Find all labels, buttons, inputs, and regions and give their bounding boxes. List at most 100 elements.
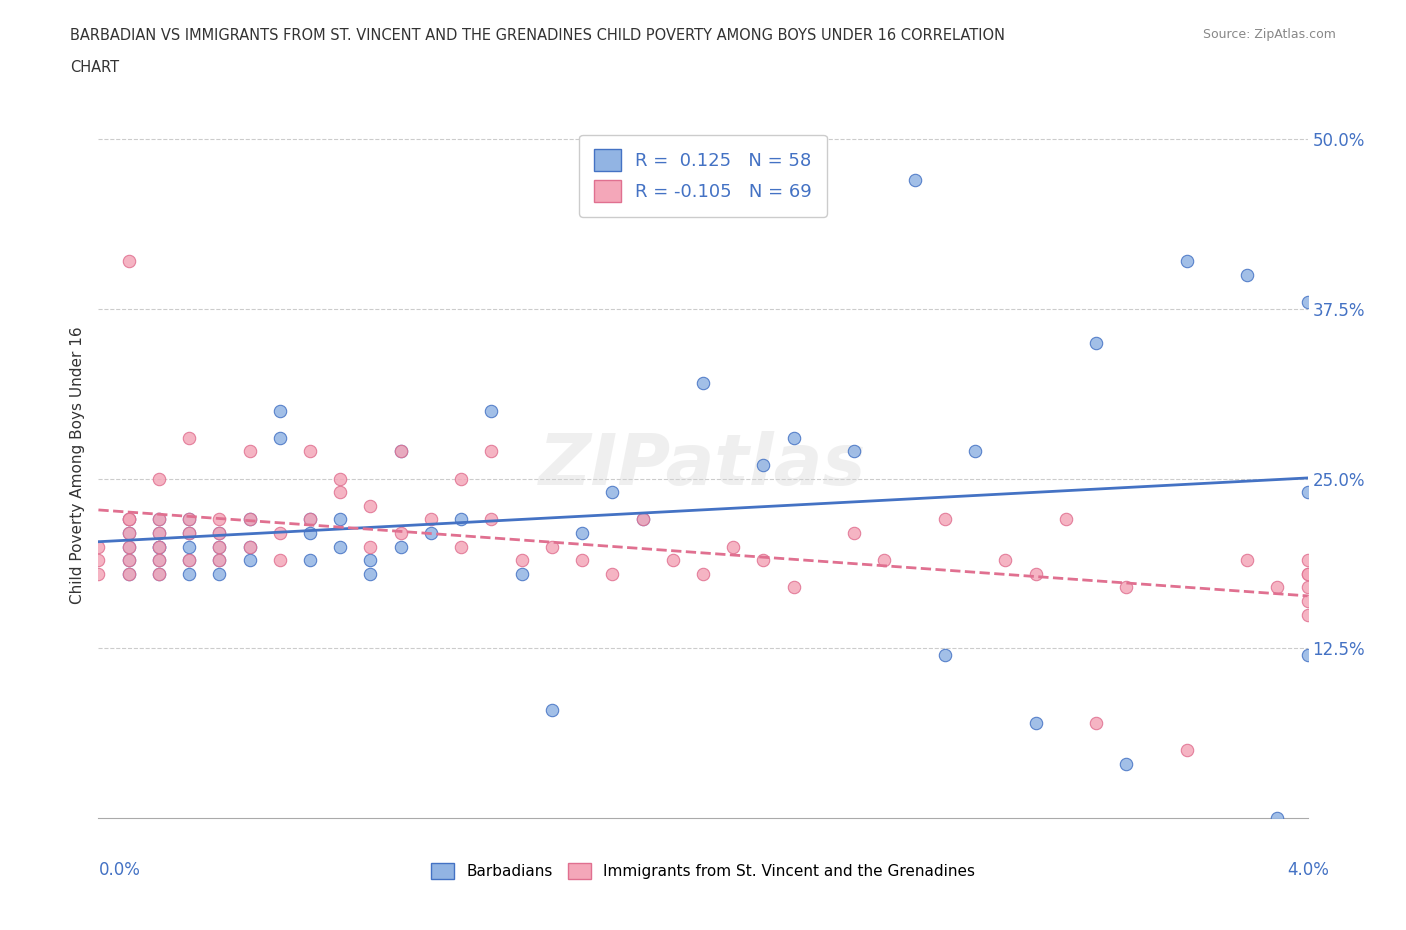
Point bbox=[571, 525, 593, 540]
Point bbox=[723, 539, 745, 554]
Point bbox=[965, 444, 987, 458]
Point bbox=[1296, 485, 1319, 499]
Text: Source: ZipAtlas.com: Source: ZipAtlas.com bbox=[1202, 28, 1336, 41]
Point bbox=[269, 431, 291, 445]
Point bbox=[481, 444, 503, 458]
Point bbox=[873, 552, 896, 567]
Point bbox=[904, 172, 927, 187]
Point bbox=[118, 525, 141, 540]
Point bbox=[844, 525, 866, 540]
Point bbox=[1054, 512, 1077, 526]
Point bbox=[420, 525, 443, 540]
Point bbox=[602, 485, 624, 499]
Point bbox=[481, 512, 503, 526]
Point bbox=[360, 539, 382, 554]
Point bbox=[510, 566, 533, 581]
Point bbox=[389, 444, 412, 458]
Point bbox=[179, 525, 201, 540]
Point bbox=[1296, 648, 1319, 663]
Point bbox=[179, 539, 201, 554]
Point bbox=[692, 376, 714, 391]
Point bbox=[692, 566, 714, 581]
Point bbox=[1115, 580, 1137, 595]
Point bbox=[179, 525, 201, 540]
Point bbox=[1175, 254, 1198, 269]
Point bbox=[783, 580, 806, 595]
Point bbox=[994, 552, 1017, 567]
Point bbox=[118, 512, 141, 526]
Legend: R =  0.125   N = 58, R = -0.105   N = 69: R = 0.125 N = 58, R = -0.105 N = 69 bbox=[579, 135, 827, 217]
Point bbox=[299, 512, 322, 526]
Point bbox=[1267, 811, 1289, 826]
Point bbox=[1267, 580, 1289, 595]
Point bbox=[1236, 267, 1258, 282]
Point bbox=[844, 444, 866, 458]
Point bbox=[148, 472, 170, 486]
Point bbox=[118, 539, 141, 554]
Point bbox=[148, 525, 170, 540]
Text: BARBADIAN VS IMMIGRANTS FROM ST. VINCENT AND THE GRENADINES CHILD POVERTY AMONG : BARBADIAN VS IMMIGRANTS FROM ST. VINCENT… bbox=[70, 28, 1005, 43]
Text: CHART: CHART bbox=[70, 60, 120, 75]
Point bbox=[299, 444, 322, 458]
Point bbox=[118, 254, 141, 269]
Point bbox=[934, 512, 956, 526]
Point bbox=[239, 512, 262, 526]
Point bbox=[783, 431, 806, 445]
Point bbox=[389, 525, 412, 540]
Point bbox=[179, 431, 201, 445]
Point bbox=[148, 552, 170, 567]
Point bbox=[299, 512, 322, 526]
Point bbox=[450, 472, 472, 486]
Point bbox=[87, 539, 110, 554]
Point bbox=[118, 525, 141, 540]
Point bbox=[208, 512, 231, 526]
Point bbox=[1296, 566, 1319, 581]
Point bbox=[450, 512, 472, 526]
Point bbox=[299, 552, 322, 567]
Point bbox=[1025, 716, 1047, 731]
Point bbox=[1296, 593, 1319, 608]
Point bbox=[299, 525, 322, 540]
Point bbox=[118, 512, 141, 526]
Point bbox=[208, 525, 231, 540]
Point bbox=[661, 552, 683, 567]
Point bbox=[118, 566, 141, 581]
Text: ZIPatlas: ZIPatlas bbox=[540, 431, 866, 499]
Point bbox=[269, 552, 291, 567]
Point bbox=[179, 512, 201, 526]
Point bbox=[148, 525, 170, 540]
Point bbox=[1296, 580, 1319, 595]
Point bbox=[148, 566, 170, 581]
Point bbox=[148, 539, 170, 554]
Point bbox=[1175, 743, 1198, 758]
Point bbox=[87, 552, 110, 567]
Point bbox=[934, 648, 956, 663]
Legend: Barbadians, Immigrants from St. Vincent and the Grenadines: Barbadians, Immigrants from St. Vincent … bbox=[425, 857, 981, 885]
Point bbox=[269, 525, 291, 540]
Point bbox=[510, 552, 533, 567]
Point bbox=[752, 458, 775, 472]
Point bbox=[148, 539, 170, 554]
Point bbox=[208, 552, 231, 567]
Point bbox=[179, 552, 201, 567]
Point bbox=[179, 552, 201, 567]
Point bbox=[87, 566, 110, 581]
Point bbox=[1296, 607, 1319, 622]
Point bbox=[208, 552, 231, 567]
Point bbox=[118, 552, 141, 567]
Point bbox=[571, 552, 593, 567]
Point bbox=[389, 444, 412, 458]
Point bbox=[1085, 716, 1108, 731]
Point bbox=[239, 539, 262, 554]
Point bbox=[540, 702, 562, 717]
Point bbox=[118, 566, 141, 581]
Point bbox=[148, 512, 170, 526]
Point bbox=[118, 552, 141, 567]
Point bbox=[208, 539, 231, 554]
Point bbox=[389, 539, 412, 554]
Point bbox=[208, 525, 231, 540]
Point bbox=[118, 539, 141, 554]
Point bbox=[179, 512, 201, 526]
Point bbox=[360, 498, 382, 513]
Point bbox=[1296, 552, 1319, 567]
